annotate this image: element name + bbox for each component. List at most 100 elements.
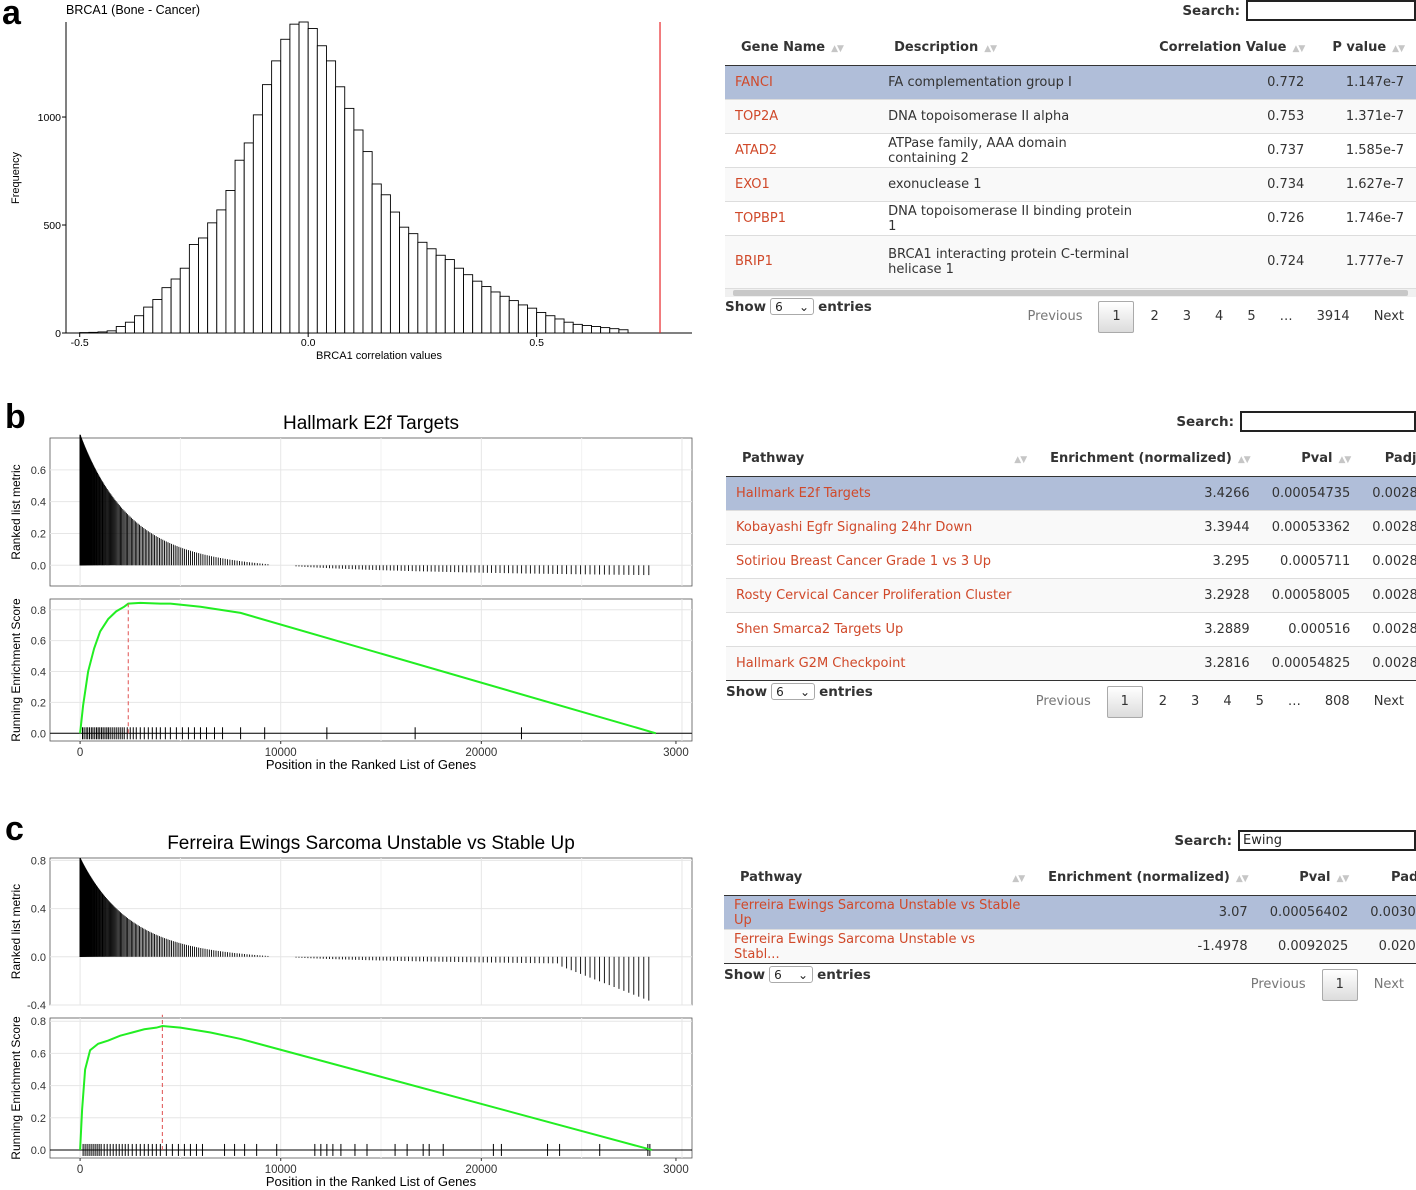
table-row[interactable]: TOP2A DNA topoisomerase II alpha 0.753 1.37… [725, 99, 1416, 134]
row-link[interactable]: Ferreira Ewings Sarcoma Unstable vs Stab… [724, 929, 1033, 964]
col-label: Description [894, 39, 979, 55]
row-link[interactable]: FANCI [725, 65, 879, 100]
gene-correlation-table: Search: Gene Name ▲▼ Description ▲▼ Correl… [725, 0, 1416, 335]
page-button[interactable]: 3914 [1316, 309, 1350, 324]
y-tick-label: 0.8 [31, 1016, 46, 1028]
sort-icon: ▲▼ [831, 43, 844, 54]
page-button[interactable]: 1 [1098, 301, 1135, 333]
search-input[interactable] [1240, 411, 1416, 432]
page-button[interactable]: 3 [1182, 309, 1192, 324]
histogram-bar [216, 209, 227, 334]
page-button[interactable]: 4 [1223, 694, 1232, 709]
histogram-bar [389, 211, 401, 334]
top-y-axis-label: Ranked list metric [9, 884, 23, 979]
previous-button[interactable]: Previous [1035, 694, 1091, 709]
previous-button[interactable]: Previous [1027, 309, 1083, 324]
row-link[interactable]: Rosty Cervical Cancer Proliferation Clus… [726, 578, 1035, 613]
col-correlation[interactable]: Correlation Value ▲▼ [1143, 29, 1317, 66]
col-pathway[interactable]: Pathway ▲▼ [726, 440, 1035, 477]
table-cell: 0.734 [1143, 167, 1317, 202]
x-tick-label: 10000 [265, 1164, 297, 1176]
histogram-bar [600, 327, 611, 334]
page-length-select[interactable]: 6 ⌄ [770, 298, 815, 315]
table-cell: 1.777e-7 [1316, 235, 1416, 288]
x-tick-label: 20000 [465, 1164, 497, 1176]
row-link[interactable]: Hallmark G2M Checkpoint [726, 646, 1035, 681]
entries-label: entries [817, 966, 871, 983]
page-button[interactable]: 2 [1158, 694, 1168, 709]
col-enrichment[interactable]: Enrichment (normalized) ▲▼ [1032, 859, 1260, 896]
row-link[interactable]: ATAD2 [725, 133, 879, 168]
y-tick-label: 0.2 [31, 1113, 46, 1125]
table-row[interactable]: EXO1 exonuclease 1 0.734 1.627e-7 [725, 167, 1416, 202]
page-button[interactable]: 2 [1150, 309, 1159, 324]
col-description[interactable]: Description ▲▼ [878, 29, 1144, 66]
page-button[interactable]: 808 [1324, 694, 1350, 709]
table-cell: 0.0005711 [1261, 544, 1363, 579]
horizontal-scrollbar[interactable] [725, 288, 1416, 297]
col-pathway[interactable]: Pathway ▲▼ [724, 859, 1033, 896]
search-input[interactable] [1246, 0, 1416, 21]
table-row[interactable]: FANCI FA complementation group I 0.772 1.14… [725, 65, 1416, 100]
histogram-bar [198, 237, 209, 334]
table-bottom-border [726, 680, 1416, 681]
page-ellipsis: … [1279, 309, 1293, 324]
page-button[interactable]: 5 [1255, 694, 1264, 709]
search-input[interactable]: Ewing [1238, 830, 1416, 851]
y-tick-label: 0.0 [31, 728, 46, 740]
col-pvalue[interactable]: P value ▲▼ [1316, 29, 1416, 66]
y-tick-label: 0.6 [31, 1048, 46, 1060]
next-button[interactable]: Next [1373, 309, 1404, 324]
table-row[interactable]: Sotiriou Breast Cancer Grade 1 vs 3 Up 3.… [726, 544, 1416, 579]
row-link[interactable]: TOP2A [725, 99, 879, 134]
row-link[interactable]: Ferreira Ewings Sarcoma Unstable vs Stab… [724, 895, 1033, 930]
table-row[interactable]: Hallmark G2M Checkpoint 3.2816 0.00054825 0… [726, 646, 1416, 681]
col-padj[interactable]: Padj▲▼ [1360, 859, 1416, 896]
page-button[interactable]: 3 [1191, 694, 1200, 709]
table-row[interactable]: Kobayashi Egfr Signaling 24hr Down 3.3944… [726, 510, 1416, 545]
row-link[interactable]: EXO1 [725, 167, 879, 202]
histogram-chart: BRCA1 (Bone - Cancer) -0.5 0.0 0.5 0 500 1000 B… [10, 3, 692, 362]
col-pval[interactable]: Pval ▲▼ [1261, 440, 1363, 477]
col-pval[interactable]: Pval ▲▼ [1259, 859, 1361, 896]
col-gene-name[interactable]: Gene Name ▲▼ [725, 29, 879, 66]
row-link[interactable]: Shen Smarca2 Targets Up [726, 612, 1035, 647]
search-label: Search: [1182, 2, 1240, 19]
sort-icon: ▲▼ [1292, 43, 1305, 54]
page-length-select[interactable]: 6 ⌄ [769, 966, 814, 983]
col-label: Gene Name [741, 39, 826, 55]
table-cell: 3.07 [1032, 895, 1260, 930]
table-row[interactable]: TOPBP1 DNA topoisomerase II binding prote… [725, 201, 1416, 236]
histogram-bar [143, 306, 154, 334]
table-row[interactable]: ATAD2 ATPase family, AAA domain containin… [725, 133, 1416, 168]
page-button[interactable]: 1 [1321, 969, 1358, 1001]
next-button[interactable]: Next [1373, 977, 1404, 992]
y-tick-label: 0.2 [31, 697, 46, 709]
col-label: Pval [1299, 869, 1331, 885]
row-link[interactable]: Kobayashi Egfr Signaling 24hr Down [726, 510, 1035, 545]
show-label: Show [724, 966, 766, 983]
page-button[interactable]: 5 [1247, 309, 1256, 324]
table-row[interactable]: Hallmark E2f Targets 3.4266 0.00054735 0.00… [726, 476, 1416, 511]
col-padj[interactable]: Padj▲▼ [1362, 440, 1416, 477]
table-row[interactable]: BRIP1 BRCA1 interacting protein C-termina… [725, 235, 1416, 288]
x-tick-label: 3000 [663, 1164, 689, 1176]
row-link[interactable]: BRIP1 [725, 235, 879, 288]
pagination: Previous 1 Next [1239, 969, 1416, 1001]
row-link[interactable]: Hallmark E2f Targets [726, 476, 1035, 511]
row-link[interactable]: TOPBP1 [725, 201, 879, 236]
histogram-bar [581, 324, 592, 334]
page-button[interactable]: 1 [1106, 686, 1143, 718]
table-bottom-border [724, 963, 1416, 964]
page-button[interactable]: 4 [1215, 309, 1224, 324]
table-row[interactable]: Rosty Cervical Cancer Proliferation Clus… [726, 578, 1416, 613]
table-row[interactable]: Ferreira Ewings Sarcoma Unstable vs Stab… [724, 895, 1416, 930]
next-button[interactable]: Next [1373, 694, 1404, 709]
scrollbar-thumb[interactable] [733, 290, 1408, 296]
page-length-select[interactable]: 6 ⌄ [771, 683, 816, 700]
col-enrichment[interactable]: Enrichment (normalized) ▲▼ [1034, 440, 1262, 477]
row-link[interactable]: Sotiriou Breast Cancer Grade 1 vs 3 Up [726, 544, 1035, 579]
previous-button[interactable]: Previous [1250, 977, 1306, 992]
table-row[interactable]: Shen Smarca2 Targets Up 3.2889 0.000516 0.0… [726, 612, 1416, 647]
table-row[interactable]: Ferreira Ewings Sarcoma Unstable vs Stab… [724, 929, 1416, 964]
